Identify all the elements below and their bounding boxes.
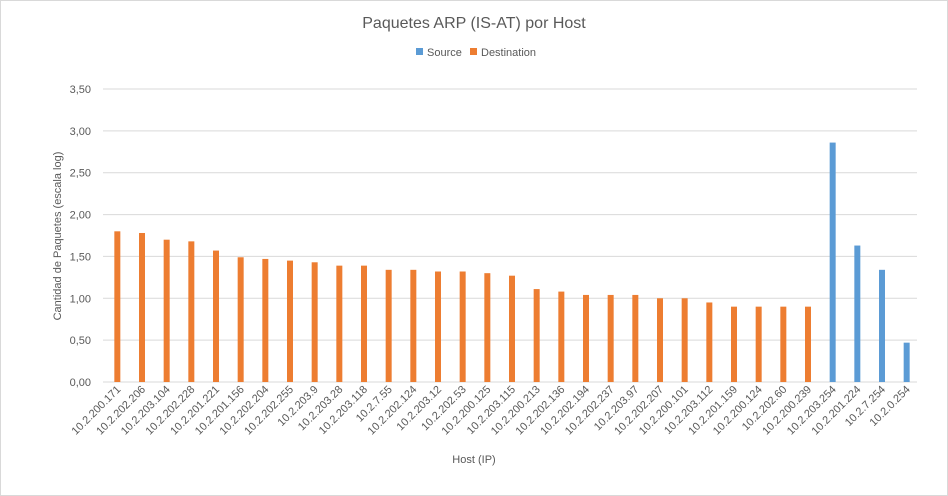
bar-destination [805,306,811,382]
bar-destination [657,298,663,382]
bar-destination [385,269,392,382]
bar-source [854,245,861,382]
y-tick-label: 1,00 [70,293,91,305]
bar-destination [311,262,318,382]
bar-destination [410,269,417,382]
bar-destination [213,250,219,382]
bar-destination [731,306,737,382]
bar-destination [188,241,195,382]
y-axis-title: Cantidad de Paquetes (escala log) [52,152,64,321]
y-axis-tick-labels: 0,00 0,50 1,00 1,50 2,00 2,50 3,00 3,50 [70,84,91,389]
chart-title: Paquetes ARP (IS-AT) por Host [362,15,586,32]
y-tick-label: 1,50 [70,251,91,263]
bar-destination [361,265,367,382]
y-tick-label: 0,50 [70,335,91,347]
legend-label-source: Source [427,47,462,59]
bar-destination [435,271,441,382]
bar-destination [706,302,713,382]
legend-label-destination: Destination [481,47,536,59]
bar-destination [163,239,170,382]
bar-source [829,142,836,382]
legend-swatch-source [416,48,423,55]
bar-destination [484,273,491,382]
y-tick-label: 3,50 [70,84,91,96]
bar-source [903,342,910,382]
legend: Source Destination [416,47,536,59]
x-axis-tick-labels: 10.2.200.17110.2.202.20610.2.203.10410.2… [70,384,913,438]
bar-destination [509,275,515,382]
y-tick-label: 2,50 [70,168,91,180]
bar-destination [780,306,787,382]
bar-destination [583,294,589,382]
y-tick-label: 2,00 [70,210,91,222]
bars [114,142,910,382]
bar-destination [681,298,688,382]
bar-destination [114,231,121,382]
bar-destination [287,260,293,382]
legend-swatch-destination [470,48,477,55]
bar-destination [558,291,565,382]
y-tick-label: 0,00 [70,377,91,389]
bar-destination [262,258,269,382]
bar-destination [632,294,639,382]
bar-destination [336,265,343,382]
bar-destination [607,294,614,382]
bar-destination [139,232,145,382]
bar-source [879,269,885,382]
bar-destination [237,257,244,382]
bar-destination [755,306,762,382]
x-axis-title: Host (IP) [452,454,495,466]
bar-destination [533,289,540,382]
y-tick-label: 3,00 [70,126,91,138]
bar-destination [459,271,466,382]
